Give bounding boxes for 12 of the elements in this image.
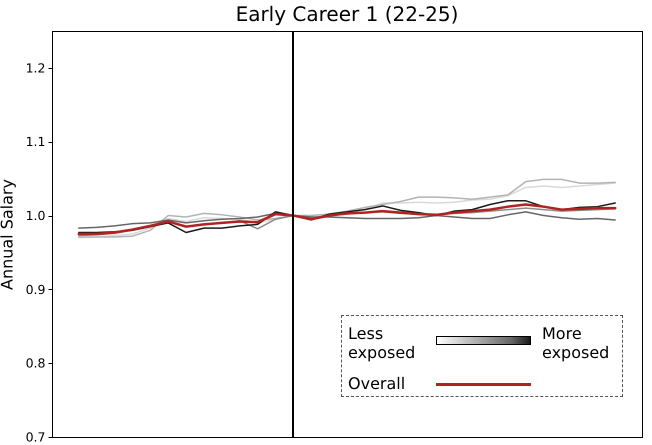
y-tick-label: 1.0 [26, 208, 46, 224]
y-tick-label: 0.9 [26, 282, 46, 297]
annotation: Less exposed [348, 324, 416, 362]
y-axis-title: Annual Salary [0, 179, 17, 290]
annotation: More exposed [542, 324, 610, 362]
y-tick-label: 1.2 [26, 60, 46, 76]
y-tick-label: 0.7 [26, 430, 46, 444]
y-tick-label: 1.1 [26, 134, 46, 150]
y-tick-label: 0.8 [26, 356, 46, 371]
chart-title: Early Career 1 (22-25) [236, 2, 458, 26]
text: Overall [348, 374, 406, 393]
line-series [78, 211, 616, 229]
